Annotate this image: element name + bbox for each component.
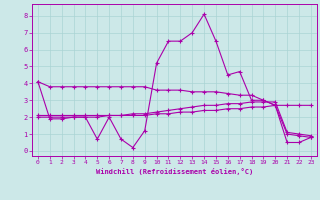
X-axis label: Windchill (Refroidissement éolien,°C): Windchill (Refroidissement éolien,°C) bbox=[96, 168, 253, 175]
